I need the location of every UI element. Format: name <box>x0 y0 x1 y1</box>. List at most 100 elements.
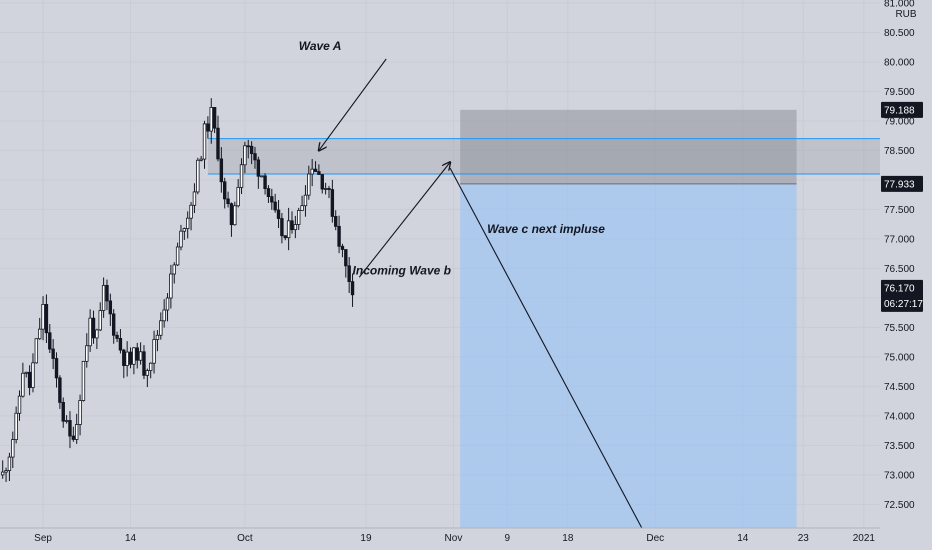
resistance-band <box>207 138 881 175</box>
candle-body <box>128 351 133 365</box>
candle-body <box>122 349 126 366</box>
candle-body <box>334 216 338 227</box>
candle-body <box>236 187 240 207</box>
candle-body <box>91 317 96 339</box>
candle-body <box>135 347 139 361</box>
time-tick-label: 2021 <box>853 533 876 544</box>
time-tick-label: 19 <box>360 533 372 544</box>
candle-body <box>162 309 166 322</box>
candle-body <box>347 265 351 283</box>
candle-body <box>105 284 109 302</box>
candle-body <box>330 189 335 217</box>
price-tick-label: 75.500 <box>884 323 915 334</box>
candle-body <box>186 217 190 229</box>
target-zone <box>460 183 797 528</box>
time-axis[interactable]: Sep 14 Oct 19 Nov 9 18 Dec 14 23 2021 <box>0 527 932 550</box>
price-tick-label: 74.000 <box>884 411 915 422</box>
price-tag-bg <box>881 175 923 192</box>
candle-body <box>350 281 355 296</box>
candle-body <box>51 348 55 359</box>
wave-c-projection-line <box>449 167 643 529</box>
candle-body <box>202 123 207 160</box>
last-price-bg <box>881 279 923 312</box>
candle-body <box>192 191 197 206</box>
candle-body <box>307 173 311 196</box>
candle-body <box>138 351 143 361</box>
currency-label: RUB <box>895 9 916 20</box>
candle-body <box>11 439 15 458</box>
candle-body <box>68 420 72 437</box>
candle-body <box>159 320 163 336</box>
candle-body <box>115 334 119 339</box>
candle-body <box>226 198 230 205</box>
candle-body <box>317 171 321 175</box>
price-tick-label: 76.500 <box>884 264 915 275</box>
candle-body <box>61 401 65 422</box>
candle-body <box>300 205 304 211</box>
candle-body <box>270 196 274 203</box>
bar-countdown: 06:27:17 <box>884 299 923 310</box>
candle-body <box>64 420 69 422</box>
annotation-label: Wave A <box>299 39 342 53</box>
price-tag-label: 79.188 <box>884 105 915 116</box>
time-axis-bg <box>0 528 932 550</box>
projection-lines <box>319 58 643 529</box>
candle-body <box>34 338 39 364</box>
candle-body <box>108 300 113 315</box>
candle-body <box>344 249 348 267</box>
candle-body <box>223 181 227 200</box>
candle-body <box>112 313 116 336</box>
time-tick-label: Dec <box>646 533 664 544</box>
price-tags: 79.188 77.933 76.170 06:27:17 <box>881 101 923 312</box>
candle-body <box>145 370 150 376</box>
candle-body <box>175 246 180 266</box>
candle-body <box>85 345 89 362</box>
candle-body <box>256 159 261 177</box>
candle-body <box>276 209 281 219</box>
price-tick-label: 75.000 <box>884 352 915 363</box>
wave-arrow <box>358 162 450 278</box>
candle-body <box>0 471 5 476</box>
candle-body <box>327 188 331 190</box>
candle-body <box>88 317 92 347</box>
candle-body <box>4 470 8 473</box>
candle-body <box>142 351 146 376</box>
time-tick-label: 14 <box>125 533 137 544</box>
candle-body <box>209 107 213 132</box>
candle-body <box>37 328 42 340</box>
candle-body <box>253 153 257 161</box>
candle-body <box>14 412 18 441</box>
candle-body <box>320 174 324 190</box>
candle-body <box>283 235 287 239</box>
candle-body <box>44 304 49 334</box>
candle-body <box>118 337 123 351</box>
annotation-label: Wave c next impluse <box>487 222 605 236</box>
candle-body <box>280 218 284 237</box>
price-tick-label: 77.500 <box>884 205 915 216</box>
candle-body <box>337 225 341 247</box>
candle-body <box>165 297 170 311</box>
price-tick-label: 73.500 <box>884 441 915 452</box>
annotation-label: Incoming Wave b <box>353 263 451 277</box>
candle-body <box>263 175 267 189</box>
candle-body <box>169 273 173 299</box>
candles <box>0 98 355 482</box>
candle-body <box>179 230 183 248</box>
candle-body <box>212 107 217 129</box>
candle-body <box>189 204 193 219</box>
stop-zone-rect <box>460 109 797 184</box>
candle-body <box>98 310 102 331</box>
candle-body <box>31 362 35 388</box>
candle-body <box>260 175 264 178</box>
last-price-label: 76.170 <box>884 283 915 294</box>
candle-body <box>74 424 79 440</box>
candle-body <box>132 347 136 365</box>
wave-arrow <box>319 58 387 150</box>
candle-body <box>286 220 291 239</box>
time-tick-label: 23 <box>798 533 810 544</box>
time-tick-label: 14 <box>737 533 749 544</box>
candle-body <box>297 210 301 225</box>
price-axis[interactable]: RUB 72.500 73.000 73.500 74.000 74.500 75.000 7… <box>880 0 932 550</box>
time-tick-label: Oct <box>237 533 253 544</box>
